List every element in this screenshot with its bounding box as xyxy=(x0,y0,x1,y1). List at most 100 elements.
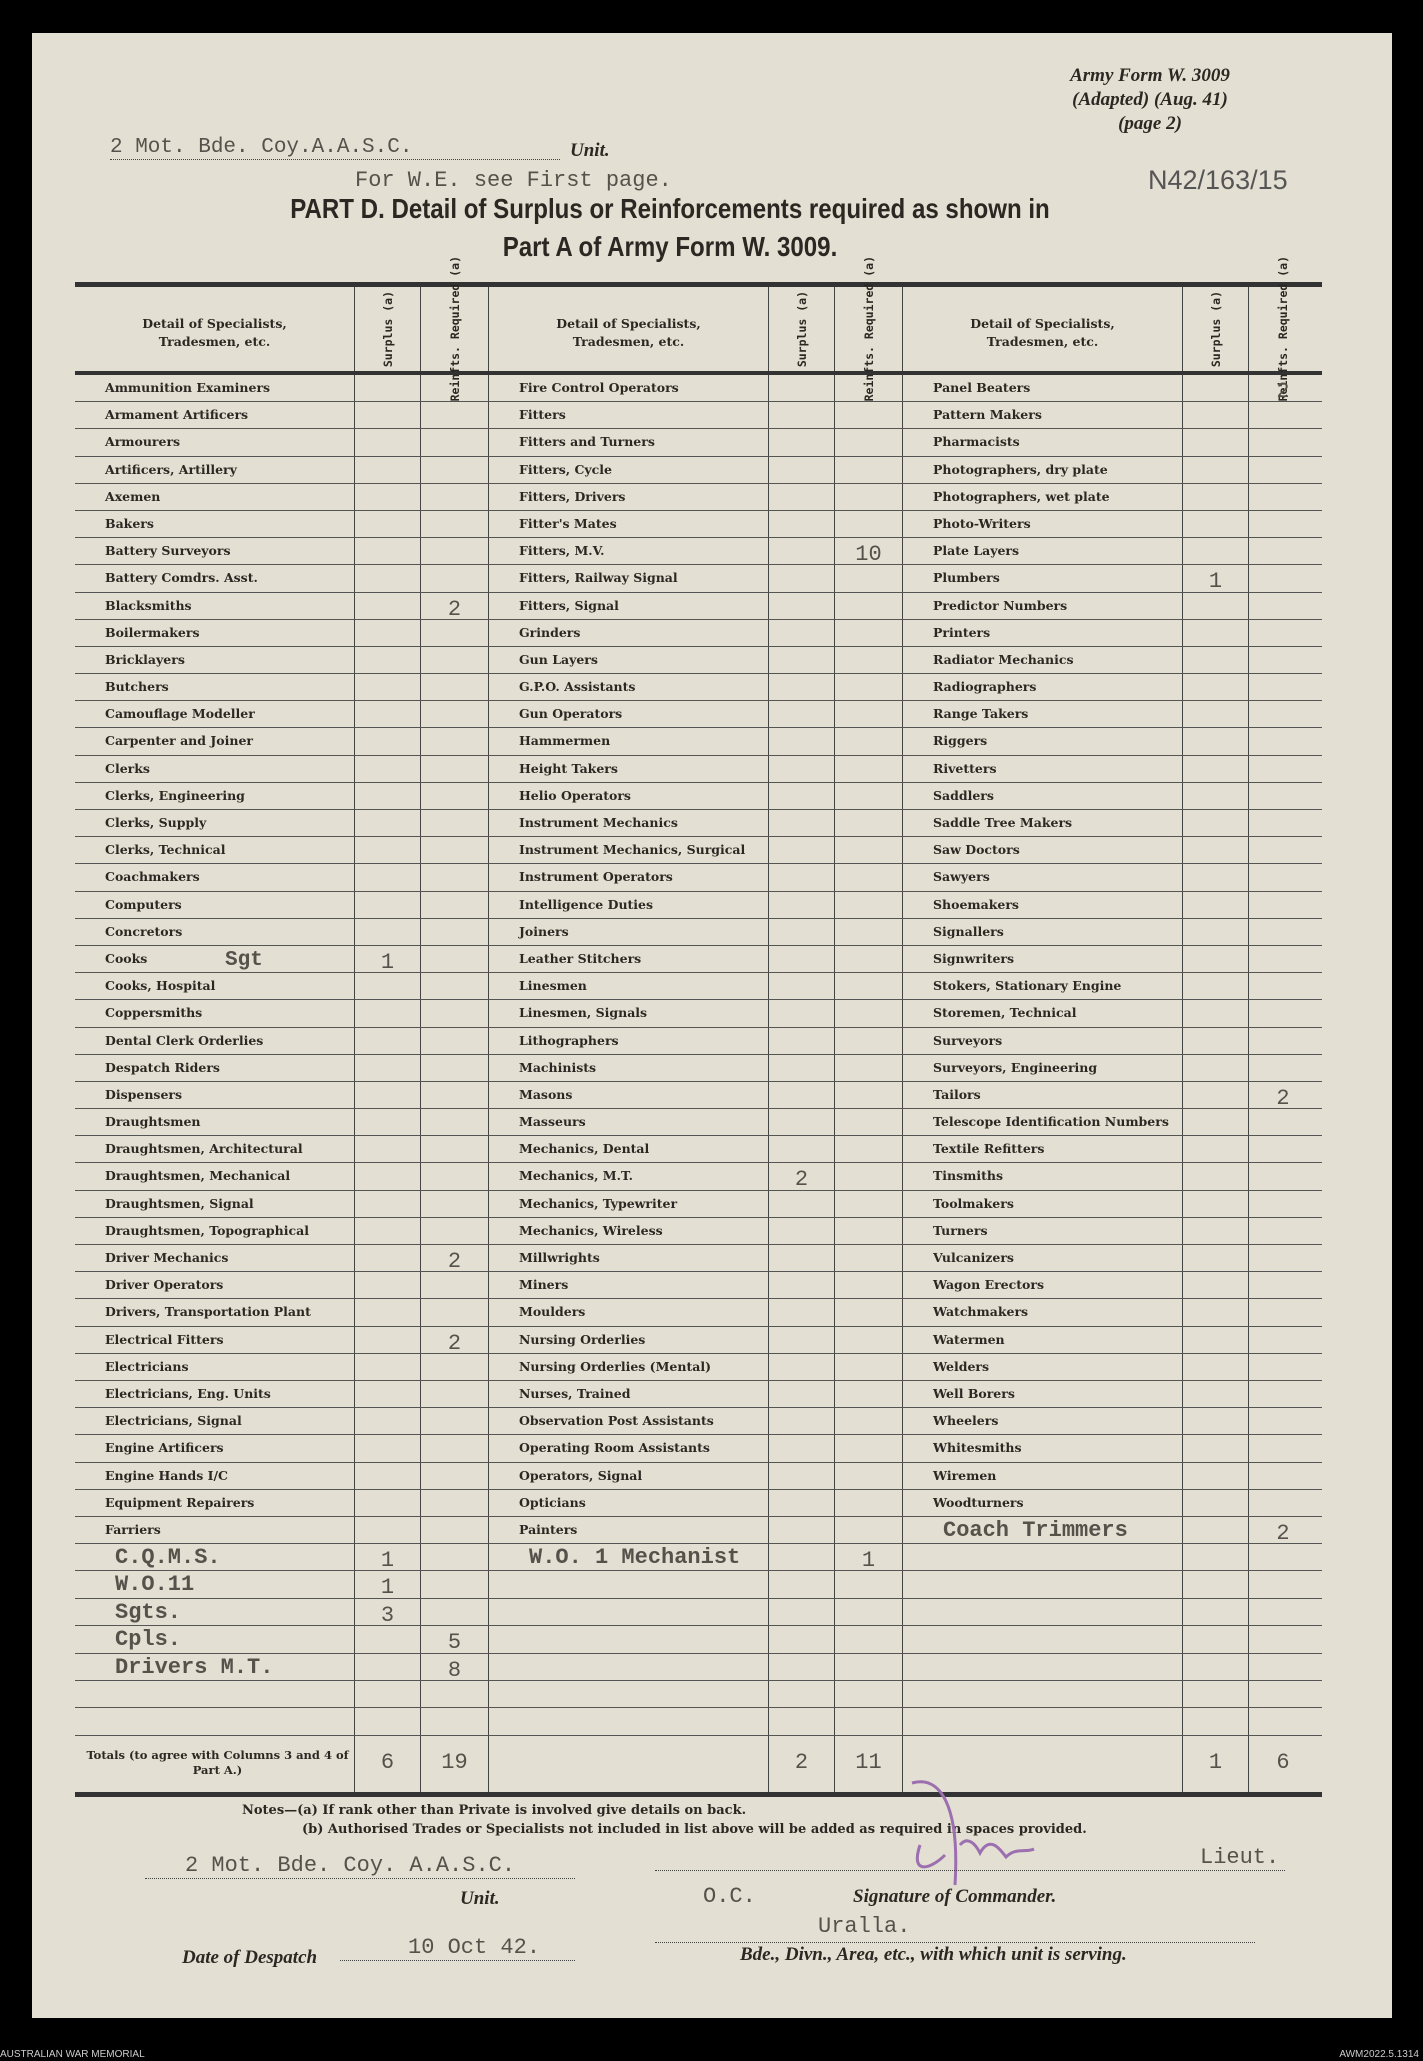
reinforcements-cell xyxy=(835,918,903,945)
reinforcements-cell xyxy=(421,1408,489,1435)
location-line xyxy=(655,1942,1255,1943)
surplus-cell xyxy=(1183,592,1249,619)
surplus-value: 1 xyxy=(380,1548,395,1574)
surplus-cell xyxy=(769,1408,835,1435)
table-row: Carpenter and Joiner Hammermen Riggers xyxy=(75,728,1322,756)
reinforcements-cell: 2 xyxy=(421,1245,489,1274)
surplus-cell xyxy=(355,456,421,483)
reinforcements-cell xyxy=(1249,973,1317,999)
trade-name-cell: Coachmakers xyxy=(75,864,355,891)
surplus-cell xyxy=(1183,674,1249,701)
trade-name: Cooks, Hospital xyxy=(105,978,216,994)
reinforcements-cell xyxy=(835,837,903,864)
unit-label: Unit. xyxy=(570,140,610,161)
trade-name: Dispensers xyxy=(105,1086,183,1102)
trade-name-cell xyxy=(489,1681,769,1708)
trade-name-cell: Engine Artificers xyxy=(75,1435,355,1462)
typed-entry: W.O.11 xyxy=(115,1572,195,1598)
surplus-cell xyxy=(769,891,835,918)
trade-name: Pharmacists xyxy=(933,434,1020,450)
reinforcements-value: 2 xyxy=(1276,379,1290,404)
surplus-cell xyxy=(355,538,421,565)
reinforcements-cell xyxy=(835,1163,903,1190)
surplus-cell xyxy=(355,1435,421,1462)
surplus-cell xyxy=(769,1353,835,1380)
trade-name-cell: Wiremen xyxy=(903,1462,1183,1489)
trade-name: Masseurs xyxy=(519,1114,586,1130)
reinforcements-cell xyxy=(1249,946,1317,972)
trade-name: Electrical Fitters xyxy=(105,1331,224,1347)
reinforcements-cell xyxy=(421,1190,489,1217)
surplus-cell xyxy=(355,1626,421,1653)
trade-name-cell: Saddle Tree Makers xyxy=(903,810,1183,837)
trade-name-cell: Cooks Sgt xyxy=(75,945,355,973)
trade-name: Carpenter and Joiner xyxy=(105,733,253,749)
reinforcements-cell xyxy=(835,1000,903,1027)
trade-name-cell: G.P.O. Assistants xyxy=(489,674,769,701)
surplus-cell xyxy=(1183,1299,1249,1326)
reinforcements-cell xyxy=(421,510,489,538)
surplus-cell xyxy=(769,1380,835,1408)
reinforcements-cell: 2 xyxy=(421,592,489,622)
trade-name: Engine Hands I/C xyxy=(105,1467,228,1483)
trade-name-cell: Drivers M.T. xyxy=(75,1653,355,1681)
reinforcements-cell xyxy=(835,945,903,973)
reinforcements-cell xyxy=(835,810,903,837)
reinforcements-cell xyxy=(835,1435,903,1462)
total-surplus-value: 2 xyxy=(794,1749,809,1775)
trade-name: Predictor Numbers xyxy=(933,597,1068,613)
trade-name: Draughtsmen, Topographical xyxy=(105,1222,309,1238)
oc-label: O.C. xyxy=(703,1884,756,1909)
surplus-cell xyxy=(769,646,835,674)
reinforcements-cell xyxy=(421,1681,489,1708)
surplus-cell xyxy=(1183,891,1249,918)
date-label: Date of Despatch xyxy=(182,1947,318,1968)
surplus-cell xyxy=(1183,1708,1249,1735)
trade-name-cell xyxy=(489,1653,769,1681)
reinforcements-value: 2 xyxy=(447,1330,462,1356)
trade-name-cell: Operating Room Assistants xyxy=(489,1435,769,1462)
surplus-cell xyxy=(769,1109,835,1136)
table-row: Camouflage Modeller Gun Operators Range Ta… xyxy=(75,701,1322,729)
column-header-reinforcements: Reinfts. Required (a) xyxy=(835,256,903,402)
table-row-additional: Sgts. 3 xyxy=(75,1598,1322,1628)
surplus-cell xyxy=(769,402,835,429)
reinforcements-cell xyxy=(1249,620,1317,646)
trade-name-cell: Telescope Identification Numbers xyxy=(903,1109,1183,1136)
reinforcements-value: 5 xyxy=(447,1630,462,1656)
trade-name: Boilermakers xyxy=(105,624,200,640)
trade-name: Fitters, Cycle xyxy=(519,461,612,477)
trade-name: Operators, Signal xyxy=(519,1467,643,1483)
trade-name-cell: Coppersmiths xyxy=(75,1000,355,1027)
surplus-cell xyxy=(1183,864,1249,891)
surplus-cell xyxy=(1183,1681,1249,1708)
surplus-cell: 1 xyxy=(355,945,421,975)
surplus-cell xyxy=(355,1462,421,1489)
trade-name: Camouflage Modeller xyxy=(105,706,255,722)
reinforcements-cell xyxy=(835,1245,903,1272)
trade-name-cell: Driver Mechanics xyxy=(75,1245,355,1272)
trade-name-cell: Helio Operators xyxy=(489,782,769,809)
reinforcements-cell xyxy=(421,1516,489,1544)
surplus-cell xyxy=(355,1326,421,1353)
reinforcements-cell xyxy=(835,456,903,483)
surplus-cell xyxy=(355,810,421,837)
reinforcements-cell xyxy=(835,891,903,918)
trade-name-cell xyxy=(75,1708,355,1735)
reinforcements-cell xyxy=(835,1598,903,1626)
trade-name: Equipment Repairers xyxy=(105,1494,255,1510)
reinforcements-value: 1 xyxy=(861,1548,876,1574)
surplus-cell xyxy=(355,1054,421,1081)
trade-name: Blacksmiths xyxy=(105,597,192,613)
reinforcements-value: 2 xyxy=(1276,1520,1290,1546)
trade-name: Surveyors, Engineering xyxy=(933,1059,1098,1075)
trade-name: Helio Operators xyxy=(519,787,631,803)
totals-row: Totals (to agree with Columns 3 and 4 of… xyxy=(75,1735,1322,1792)
reinforcements-cell xyxy=(1249,756,1317,782)
form-ref-line: Army Form W. 3009 xyxy=(1070,65,1230,86)
table-row: Axemen Fitters, Drivers Photographers, wet… xyxy=(75,483,1322,511)
reinforcements-cell xyxy=(1249,1435,1317,1461)
surplus-cell xyxy=(1183,810,1249,837)
surplus-cell xyxy=(355,837,421,864)
surplus-cell xyxy=(355,1380,421,1408)
